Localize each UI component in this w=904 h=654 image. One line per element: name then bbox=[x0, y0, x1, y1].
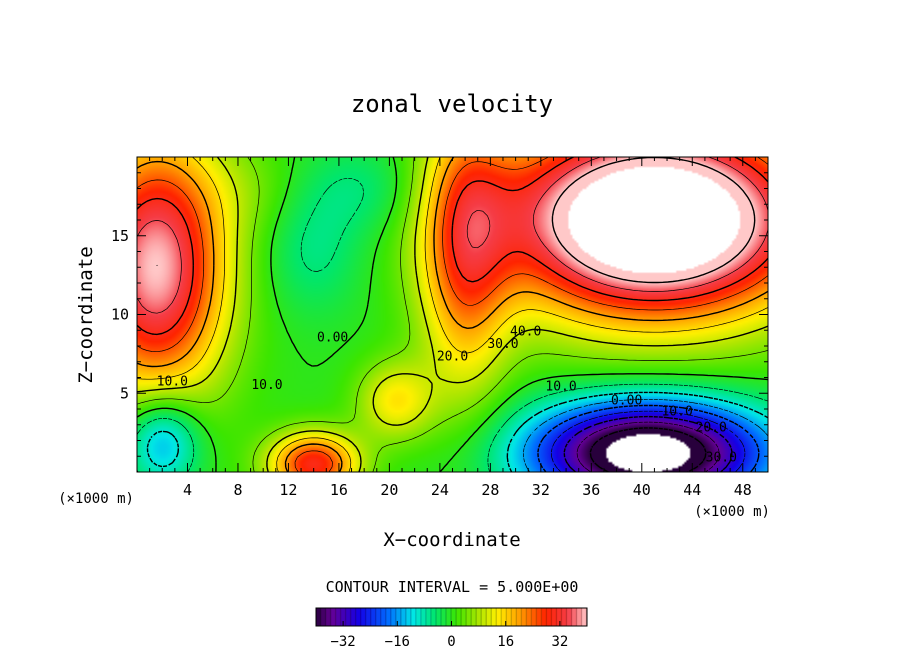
colorbar-tick-label: −32 bbox=[330, 634, 355, 650]
x-tick-label: 44 bbox=[683, 481, 701, 499]
contour-line-30 bbox=[137, 157, 768, 336]
contour-lines bbox=[137, 157, 768, 472]
colorbar-tick-label: 32 bbox=[551, 634, 568, 650]
x-axis: 4 8 12 16 20 24 28 32 36 40 44 48 bbox=[149, 157, 756, 499]
contour-line-5 bbox=[137, 157, 768, 472]
y-tick-label: 15 bbox=[111, 227, 129, 245]
contour-label: 10.0 bbox=[545, 379, 576, 394]
contour-line-neg10 bbox=[146, 391, 768, 472]
contour-line-15 bbox=[137, 157, 768, 472]
contour-label: 10.0 bbox=[661, 405, 692, 420]
contour-label: 30.0 bbox=[487, 337, 518, 352]
x-tick-label: 24 bbox=[431, 481, 449, 499]
contour-interval-label: CONTOUR INTERVAL = 5.000E+00 bbox=[326, 578, 579, 596]
contour-label: 20.0 bbox=[696, 420, 727, 435]
contour-line-neg20 bbox=[537, 404, 760, 472]
x-tick-label: 8 bbox=[233, 481, 242, 499]
x-unit-left: (×1000 m) bbox=[58, 491, 134, 507]
y-tick-label: 5 bbox=[120, 384, 129, 402]
color-field bbox=[137, 157, 768, 472]
contour-label: 10.0 bbox=[251, 378, 282, 393]
x-tick-label: 48 bbox=[734, 481, 752, 499]
colorbar-tick-label: 16 bbox=[497, 634, 514, 650]
contour-line-neg5 bbox=[137, 177, 768, 472]
contour-label: 0.00 bbox=[317, 331, 348, 346]
x-tick-label: 4 bbox=[183, 481, 192, 499]
x-tick-label: 32 bbox=[532, 481, 550, 499]
contour-line-neg35 bbox=[576, 421, 720, 472]
contour-label: 10.0 bbox=[157, 375, 188, 390]
contour-line-25 bbox=[137, 157, 768, 472]
contour-label: 30.0 bbox=[706, 450, 737, 465]
colorbar-ticks: −32 −16 0 16 32 bbox=[330, 621, 568, 650]
x-tick-label: 36 bbox=[582, 481, 600, 499]
x-tick-label: 20 bbox=[380, 481, 398, 499]
x-tick-label: 16 bbox=[330, 481, 348, 499]
contour-line-neg40 bbox=[589, 427, 707, 472]
x-tick-label: 40 bbox=[633, 481, 651, 499]
contour-label: 20.0 bbox=[437, 349, 468, 364]
colorbar-tick-label: −16 bbox=[385, 634, 410, 650]
contour-line-neg30 bbox=[563, 415, 733, 472]
contour-label: 0.00 bbox=[611, 394, 642, 409]
y-axis: 5 10 15 bbox=[111, 172, 768, 457]
chart-title: zonal velocity bbox=[351, 90, 553, 118]
x-axis-label: X−coordinate bbox=[383, 529, 520, 551]
colorbar-tick-label: 0 bbox=[447, 634, 455, 650]
contour-label: 40.0 bbox=[510, 324, 541, 339]
contour-line-35 bbox=[137, 157, 768, 314]
contour-line-neg25 bbox=[550, 410, 746, 472]
x-unit-right: (×1000 m) bbox=[694, 504, 770, 520]
contour-line-40 bbox=[156, 157, 756, 284]
x-tick-label: 12 bbox=[279, 481, 297, 499]
contour-line-neg15 bbox=[523, 398, 768, 472]
contour-line-10 bbox=[137, 157, 768, 472]
contour-line-0 bbox=[137, 157, 768, 472]
colorbar: −32 −16 0 16 32 bbox=[315, 607, 588, 650]
colorbar-gradient bbox=[316, 608, 587, 626]
y-axis-label: Z−coordinate bbox=[75, 246, 97, 383]
contour-field bbox=[137, 157, 768, 472]
x-tick-label: 28 bbox=[481, 481, 499, 499]
contour-line-20 bbox=[137, 157, 768, 472]
y-tick-label: 10 bbox=[111, 306, 129, 324]
